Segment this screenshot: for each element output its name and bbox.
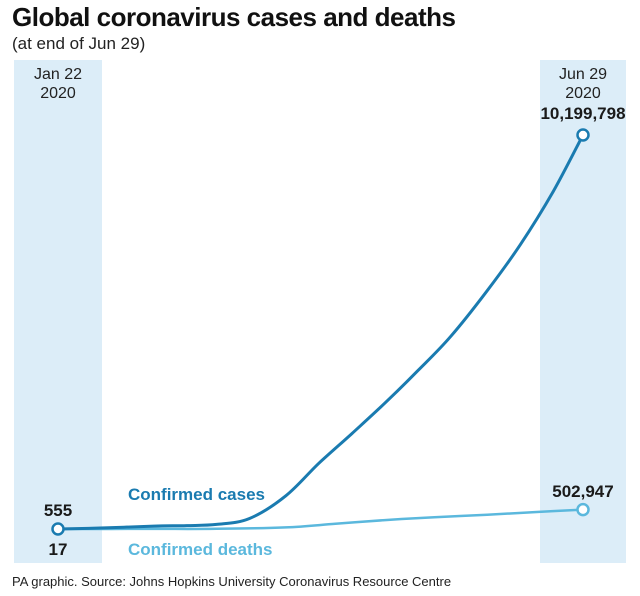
chart-subtitle: (at end of Jun 29)	[12, 34, 146, 53]
deaths-end-value-label: 502,947	[552, 482, 613, 501]
start-date-band	[14, 60, 102, 563]
series-label-deaths: Confirmed deaths	[128, 540, 273, 559]
series-label-cases: Confirmed cases	[128, 485, 265, 504]
series-line-cases	[56, 133, 585, 531]
deaths-start-value-label: 17	[49, 540, 68, 559]
chart-title: Global coronavirus cases and deaths	[12, 2, 456, 32]
end-date-band	[540, 60, 626, 563]
start-date-label-line2: 2020	[40, 85, 76, 102]
cases-end-marker	[576, 128, 590, 142]
cases-start-value-label: 555	[44, 501, 72, 520]
deaths-end-marker	[576, 502, 590, 517]
start-date-label-line1: Jan 22	[34, 66, 82, 83]
end-date-label-line2: 2020	[565, 85, 601, 102]
cases-end-value-label: 10,199,798	[540, 104, 625, 123]
end-date-label-line1: Jun 29	[559, 66, 607, 83]
cases-start-marker	[51, 522, 65, 536]
source-note: PA graphic. Source: Johns Hopkins Univer…	[12, 574, 452, 589]
series-line-deaths	[56, 508, 585, 531]
